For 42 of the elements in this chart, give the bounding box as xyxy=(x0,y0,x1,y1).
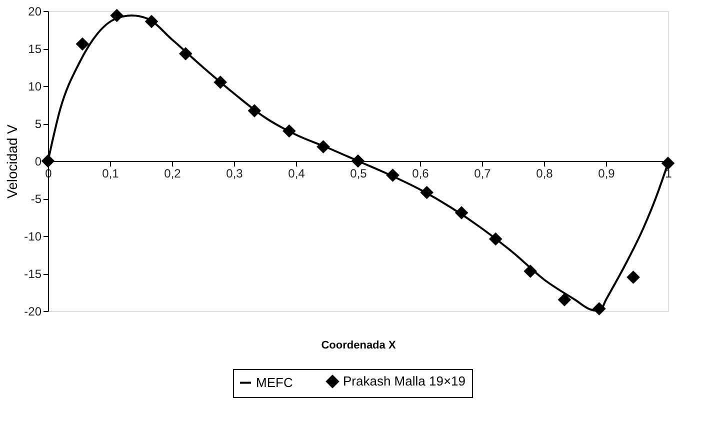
point xyxy=(352,154,364,168)
point xyxy=(489,232,502,246)
y-tick-label: 20 xyxy=(28,4,42,18)
y-tick-label: 5 xyxy=(34,117,42,131)
point xyxy=(145,15,158,28)
y-tick-label: -10 xyxy=(24,230,42,244)
x-tick-label: 0,2 xyxy=(164,166,182,180)
y-axis-title: Velocidad V xyxy=(4,124,20,198)
x-tick-label: 0,5 xyxy=(350,166,368,180)
point xyxy=(558,294,571,306)
point xyxy=(248,104,261,117)
y-tick-label: 0 xyxy=(34,154,42,168)
x-tick-label: 1 xyxy=(665,166,672,180)
point xyxy=(627,271,640,284)
point xyxy=(110,9,124,22)
legend-label: MEFC xyxy=(256,374,293,390)
point xyxy=(179,48,192,60)
point xyxy=(282,124,296,138)
x-tick-label: 0,1 xyxy=(102,166,120,180)
y-tick-label: 10 xyxy=(28,80,42,94)
x-tick-label: 0,9 xyxy=(598,166,616,180)
x-tick-label: 0,3 xyxy=(226,166,244,180)
legend-label: Prakash Malla 19×19 xyxy=(343,374,466,389)
point xyxy=(420,186,434,199)
x-axis-title: Coordenada X xyxy=(321,340,396,352)
point xyxy=(76,38,89,50)
point xyxy=(317,140,330,153)
point xyxy=(214,76,227,88)
x-tick-label: 0,8 xyxy=(536,166,554,180)
point xyxy=(524,265,537,278)
x-tick-label: 0,7 xyxy=(474,166,492,180)
y-tick-label: -20 xyxy=(24,304,42,318)
x-tick-label: 0,4 xyxy=(288,166,306,180)
y-tick-label: 15 xyxy=(28,42,42,56)
y-tick-label: -15 xyxy=(24,267,42,281)
y-tick-label: -5 xyxy=(30,192,42,206)
point xyxy=(455,206,468,219)
point xyxy=(592,302,606,315)
point xyxy=(42,154,54,168)
point xyxy=(386,169,399,182)
x-tick-label: 0,6 xyxy=(412,166,430,180)
point xyxy=(662,157,674,170)
